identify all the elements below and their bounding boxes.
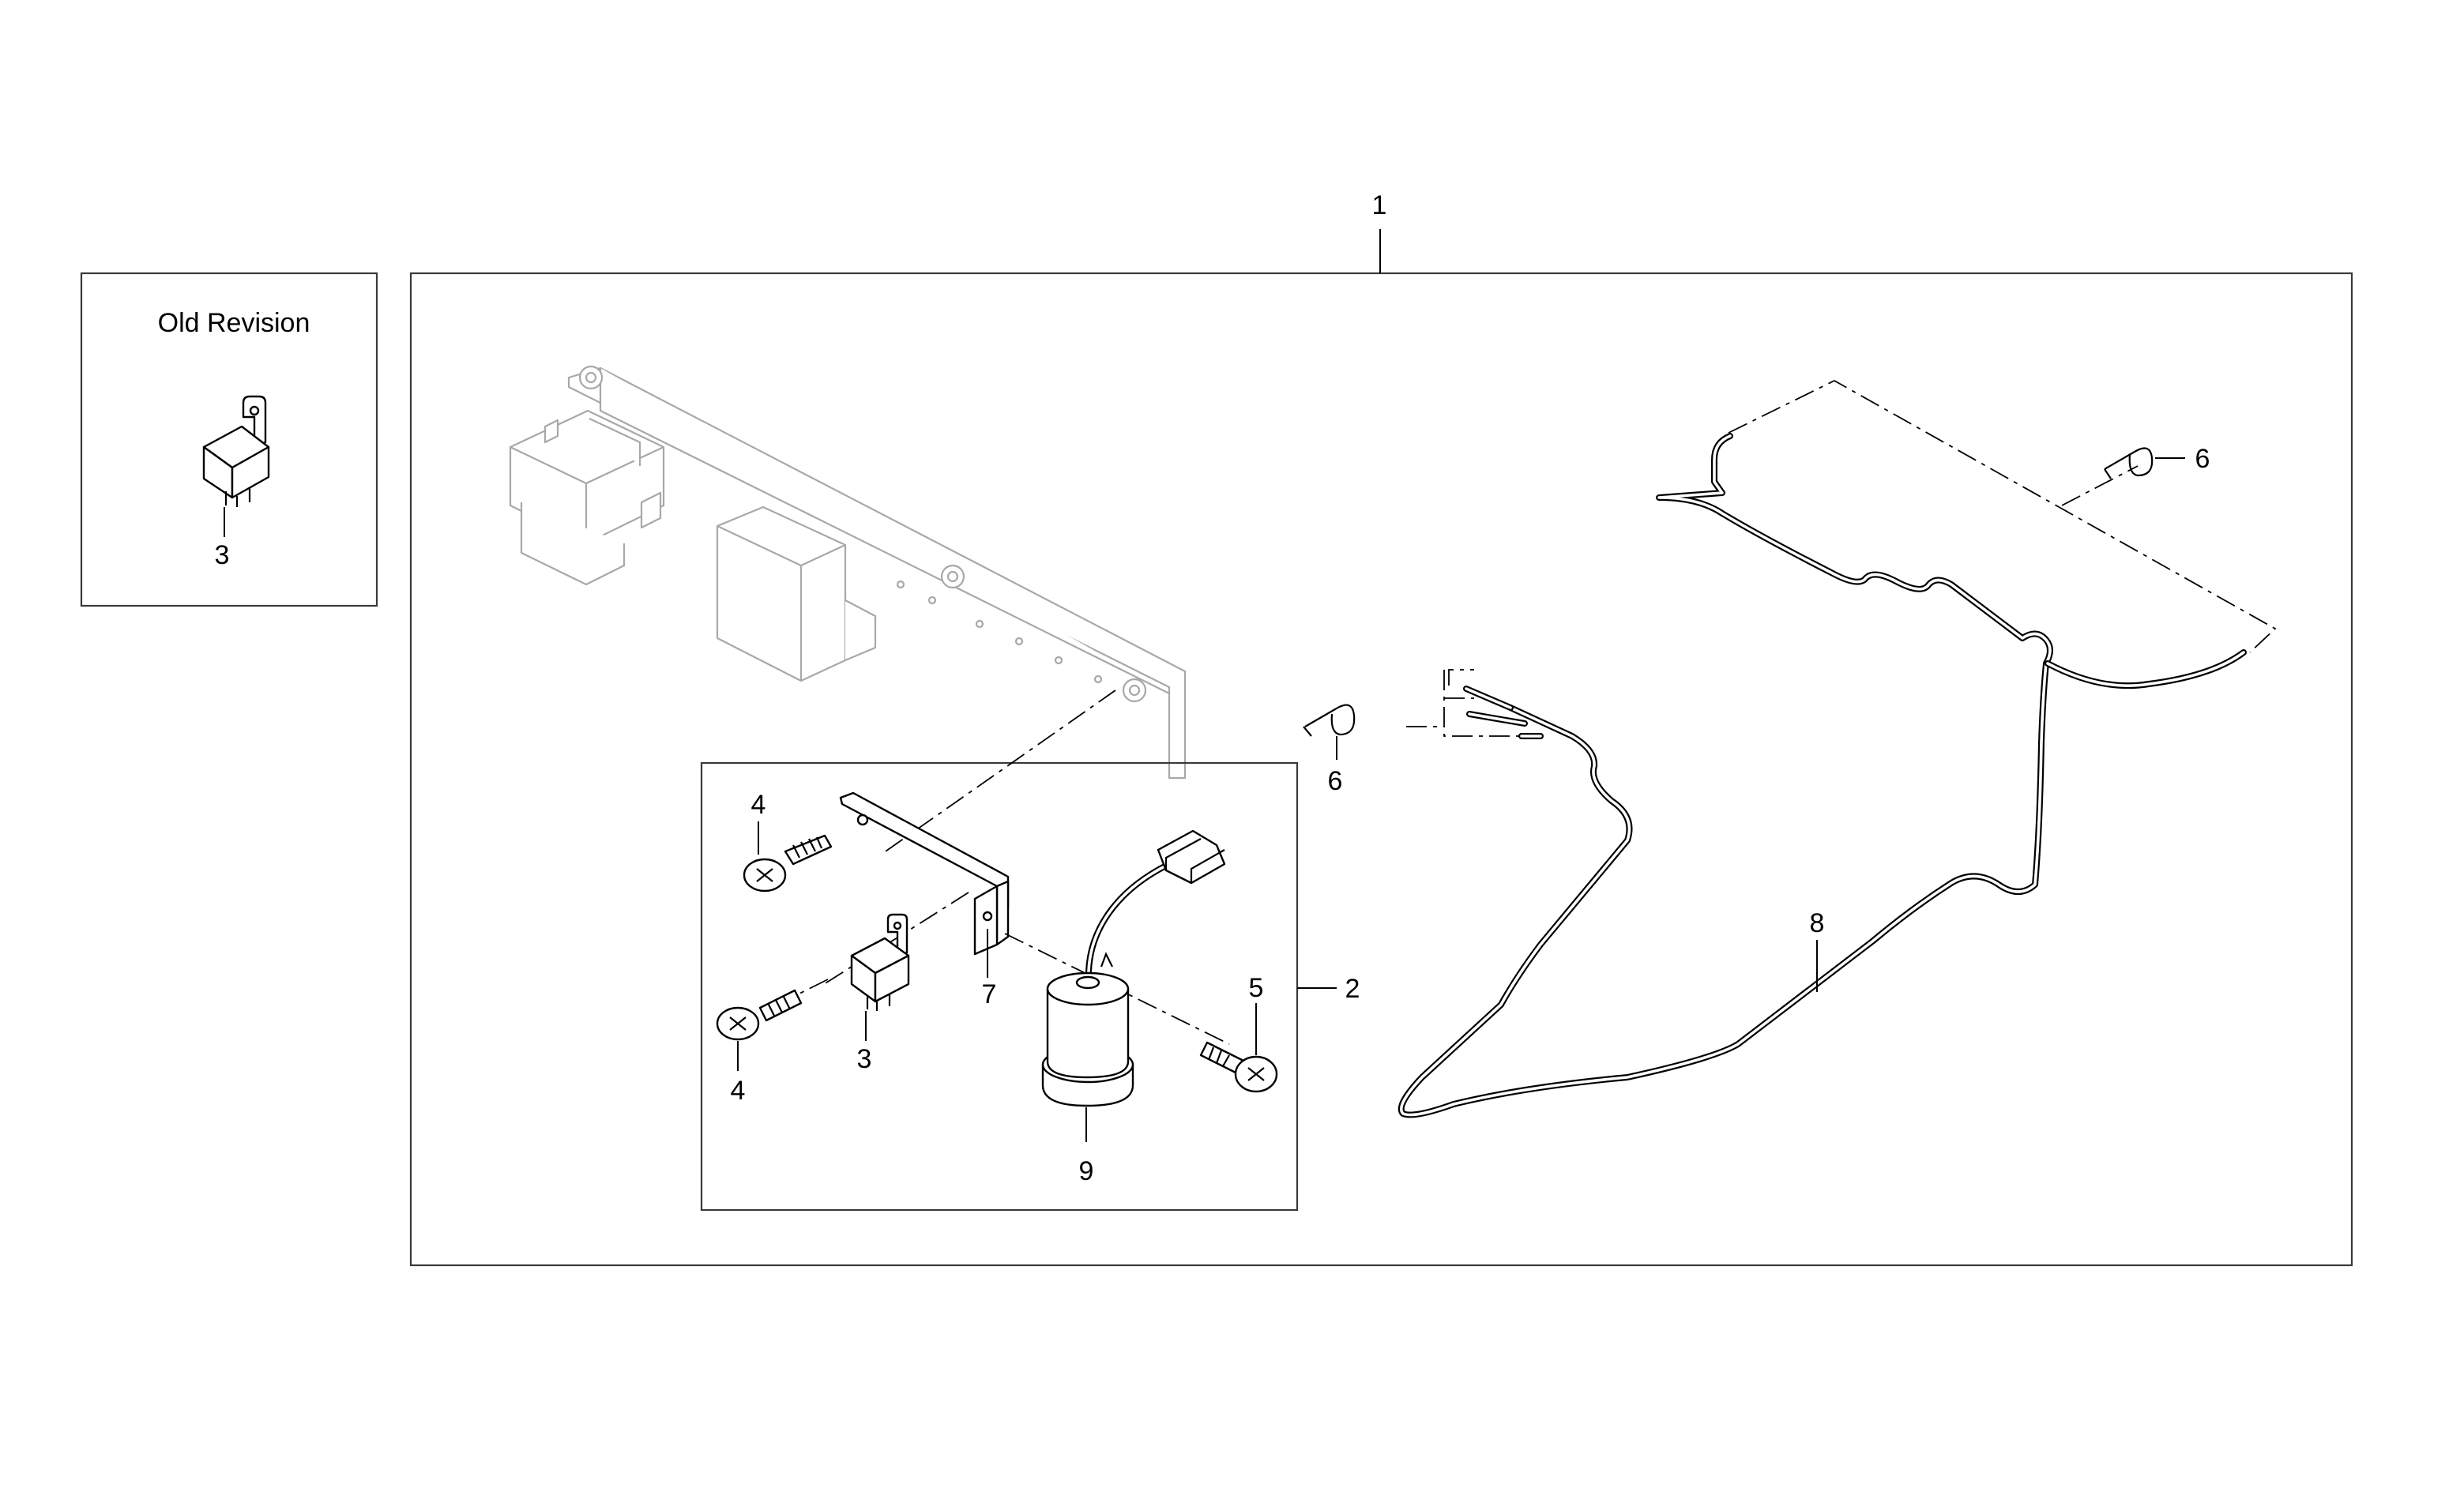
callout-harness: 8 bbox=[1810, 908, 1825, 938]
routing-lines-left bbox=[1406, 670, 1525, 737]
callout-flasher: 9 bbox=[1079, 1156, 1094, 1186]
callout-bracket: 7 bbox=[982, 979, 997, 1009]
clip-upper-icon bbox=[2104, 447, 2154, 479]
callout-relay: 3 bbox=[857, 1044, 872, 1074]
callout-bracket-kit: 2 bbox=[1345, 974, 1360, 1004]
screw-right-icon bbox=[1199, 1041, 1278, 1093]
clip-lower-icon bbox=[1303, 704, 1356, 737]
routing-lines-left-top bbox=[1448, 669, 1474, 686]
assembly-frame bbox=[409, 272, 2353, 1267]
callout-clip-lower: 6 bbox=[1328, 766, 1343, 796]
inset-title: Old Revision bbox=[158, 308, 310, 338]
harness-icon bbox=[1398, 433, 2247, 1118]
bracket-kit-frame bbox=[700, 761, 1299, 1212]
centerline-relay bbox=[821, 892, 969, 986]
mounting-rail-context bbox=[509, 365, 1187, 780]
flasher-icon bbox=[1041, 829, 1226, 1107]
callout-screw-right: 5 bbox=[1249, 973, 1264, 1003]
centerline-rail bbox=[882, 690, 1116, 854]
bracket-icon bbox=[839, 791, 1010, 956]
callout-relay-old: 3 bbox=[215, 540, 230, 570]
screw-lower-icon bbox=[716, 989, 803, 1041]
centerline-screw-lower bbox=[792, 979, 829, 998]
callout-screw-upper: 4 bbox=[751, 790, 766, 820]
routing-lines-right bbox=[1728, 379, 2277, 653]
inset-frame bbox=[80, 272, 378, 607]
screw-upper-icon bbox=[743, 834, 833, 892]
old-revision-inset: Old Revision 3 bbox=[80, 272, 378, 607]
routing-line-clip bbox=[2061, 465, 2139, 506]
relay-icon bbox=[850, 913, 910, 1011]
callout-screw-lower: 4 bbox=[731, 1076, 746, 1106]
relay-old-icon bbox=[202, 395, 270, 507]
callout-assembly: 1 bbox=[1372, 190, 1387, 220]
callout-clip-upper: 6 bbox=[2195, 444, 2210, 474]
